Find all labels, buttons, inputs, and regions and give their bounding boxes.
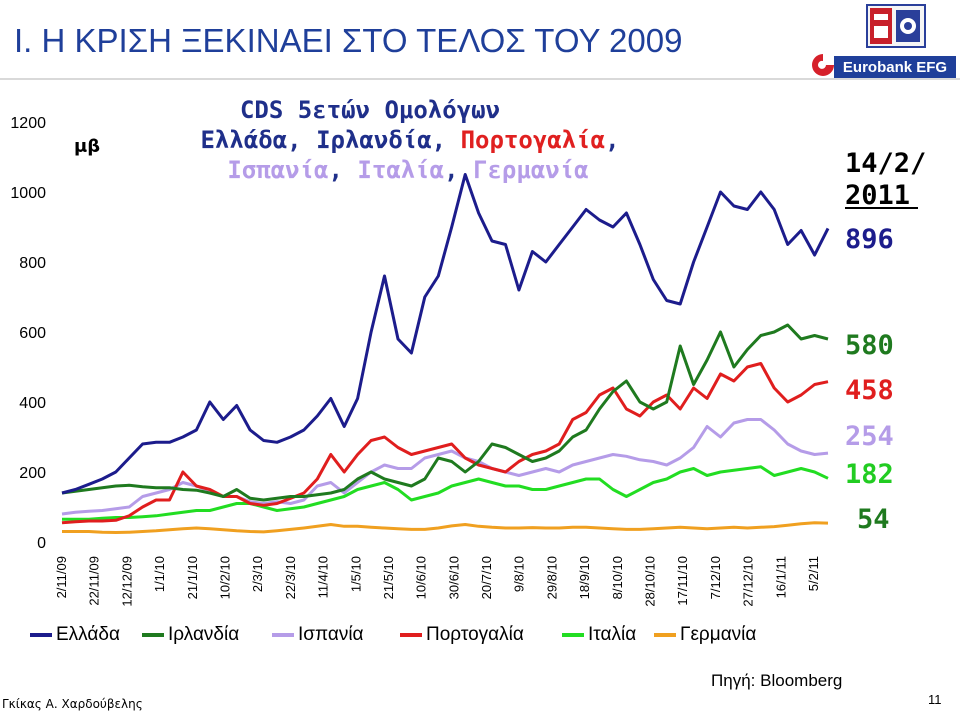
x-tick-label: 20/7/10 [479, 556, 494, 599]
y-tick-label: 200 [19, 465, 46, 482]
chart-title-segment: , [444, 156, 473, 184]
x-tick-label: 22/3/10 [283, 556, 298, 599]
x-tick-label: 21/5/10 [381, 556, 396, 599]
legend-swatch [654, 633, 676, 637]
legend-swatch [272, 633, 294, 637]
legend-item: Ιταλία [562, 620, 636, 650]
legend-label: Γερμανία [680, 624, 757, 645]
x-tick-label: 11/4/10 [316, 556, 331, 598]
title-divider [0, 78, 960, 80]
chart-title-segment: Ισπανία [227, 156, 328, 184]
y-axis-unit-label: μβ [74, 136, 101, 157]
legend-swatch [142, 633, 164, 637]
slide-title: Ι. Η ΚΡΙΣΗ ΞΕΚΙΝΑΕΙ ΣΤΟ ΤΕΛΟΣ ΤΟΥ 2009 [14, 22, 683, 59]
x-tick-label: 17/11/10 [675, 556, 690, 606]
chart-title-segment: Ιρλανδία [316, 126, 432, 154]
legend-item: Γερμανία [654, 620, 756, 650]
y-tick-label: 400 [19, 395, 46, 412]
chart-title-segment: Ελλάδα [200, 126, 287, 154]
x-tick-label: 8/10/10 [610, 556, 625, 599]
legend-label: Ιταλία [588, 624, 637, 645]
series-end-label: 54 [857, 504, 890, 535]
series-end-label: 580 [845, 330, 894, 361]
y-tick-label: 1000 [10, 185, 46, 202]
chart-title-segment: Γερμανία [473, 156, 589, 184]
chart-title-segment: Ιταλία [357, 156, 444, 184]
series-end-label: 896 [845, 224, 894, 255]
y-axis: 0 200 400 600 800 1000 1200 [10, 115, 46, 552]
series-line [61, 173, 830, 495]
y-tick-label: 0 [37, 535, 46, 552]
author-name: Γκίκας Α. Χαρδούβελης [2, 697, 143, 711]
chart-title-line2: Ελλάδα, Ιρλανδία, Πορτογαλία, [200, 126, 619, 154]
x-tick-label: 22/11/09 [87, 556, 102, 606]
x-tick-label: 21/1/10 [185, 556, 200, 599]
series-end-label: 458 [845, 375, 894, 406]
x-tick-label: 5/2/11 [806, 556, 821, 591]
legend: Ελλάδα Ιρλανδία Ισπανία Πορτογαλία Ιταλία Γερ… [22, 620, 802, 650]
x-tick-label: 2/11/09 [54, 556, 69, 598]
end-date-line2: 2011 [845, 180, 910, 211]
legend-label: Πορτογαλία [426, 624, 524, 645]
x-tick-label: 30/6/10 [446, 556, 461, 599]
legend-label: Ισπανία [298, 624, 364, 645]
chart-title-line3: Ισπανία, Ιταλία, Γερμανία [227, 156, 588, 184]
legend-item: Ελλάδα [30, 620, 120, 650]
x-tick-label: 1/1/10 [152, 556, 167, 592]
eurobank-mark-icon [812, 54, 834, 76]
chart-title-line1: CDS 5ετών Ομολόγων [240, 96, 500, 124]
legend-item: Ισπανία [272, 620, 364, 650]
chart-title-segment: , [329, 156, 358, 184]
legend-label: Ιρλανδία [168, 624, 240, 645]
eurobank-logo: Eurobank EFG [812, 50, 958, 82]
y-tick-label: 1200 [10, 115, 46, 132]
x-tick-label: 10/2/10 [217, 556, 232, 599]
legend-swatch [562, 633, 584, 637]
x-tick-label: 7/12/10 [708, 556, 723, 599]
chart-title: CDS 5ετών Ομολόγων Ελλάδα, Ιρλανδία, Πορ… [200, 96, 619, 184]
university-crest-logo [866, 4, 926, 48]
chart-title-segment: , [432, 126, 461, 154]
series-line [62, 521, 829, 534]
source-note: Πηγή: Bloomberg [711, 671, 843, 690]
end-date-label: 14/2/ 2011 [845, 148, 926, 211]
y-tick-label: 600 [19, 325, 46, 342]
legend-swatch [400, 633, 422, 637]
x-tick-label: 1/5/10 [348, 556, 363, 592]
x-tick-label: 16/1/11 [773, 556, 788, 598]
eurobank-wordmark: Eurobank EFG [834, 56, 956, 78]
x-tick-label: 12/12/09 [119, 556, 134, 607]
chart-title-segment: Πορτογαλία [461, 126, 606, 154]
x-tick-label: 27/12/10 [741, 556, 756, 607]
x-tick-label: 28/10/10 [643, 556, 658, 607]
legend-swatch [30, 633, 52, 637]
series-line [62, 465, 829, 521]
x-tick-label: 2/3/10 [250, 556, 265, 592]
series-line [61, 323, 829, 502]
x-tick-label: 9/8/10 [512, 556, 527, 592]
series-layer [61, 173, 830, 534]
x-tick-label: 29/8/10 [544, 556, 559, 599]
series-line [61, 418, 829, 516]
x-axis: 2/11/09 22/11/09 12/12/09 1/1/10 21/1/10 10/2… [54, 556, 821, 607]
series-end-label: 254 [845, 421, 894, 452]
x-tick-label: 18/9/10 [577, 556, 592, 599]
legend-item: Ιρλανδία [142, 620, 239, 650]
end-date-line1: 14/2/ [845, 148, 926, 179]
y-tick-label: 800 [19, 255, 46, 272]
series-end-label: 182 [845, 459, 894, 490]
series-end-labels: 896 580 254 458 182 54 [845, 224, 894, 535]
chart-title-segment: , [287, 126, 316, 154]
legend-label: Ελλάδα [56, 624, 120, 645]
series-line [61, 362, 829, 525]
page-number: 11 [928, 692, 942, 707]
legend-item: Πορτογαλία [400, 620, 524, 650]
x-tick-label: 10/6/10 [414, 556, 429, 599]
chart-title-segment: , [605, 126, 619, 154]
